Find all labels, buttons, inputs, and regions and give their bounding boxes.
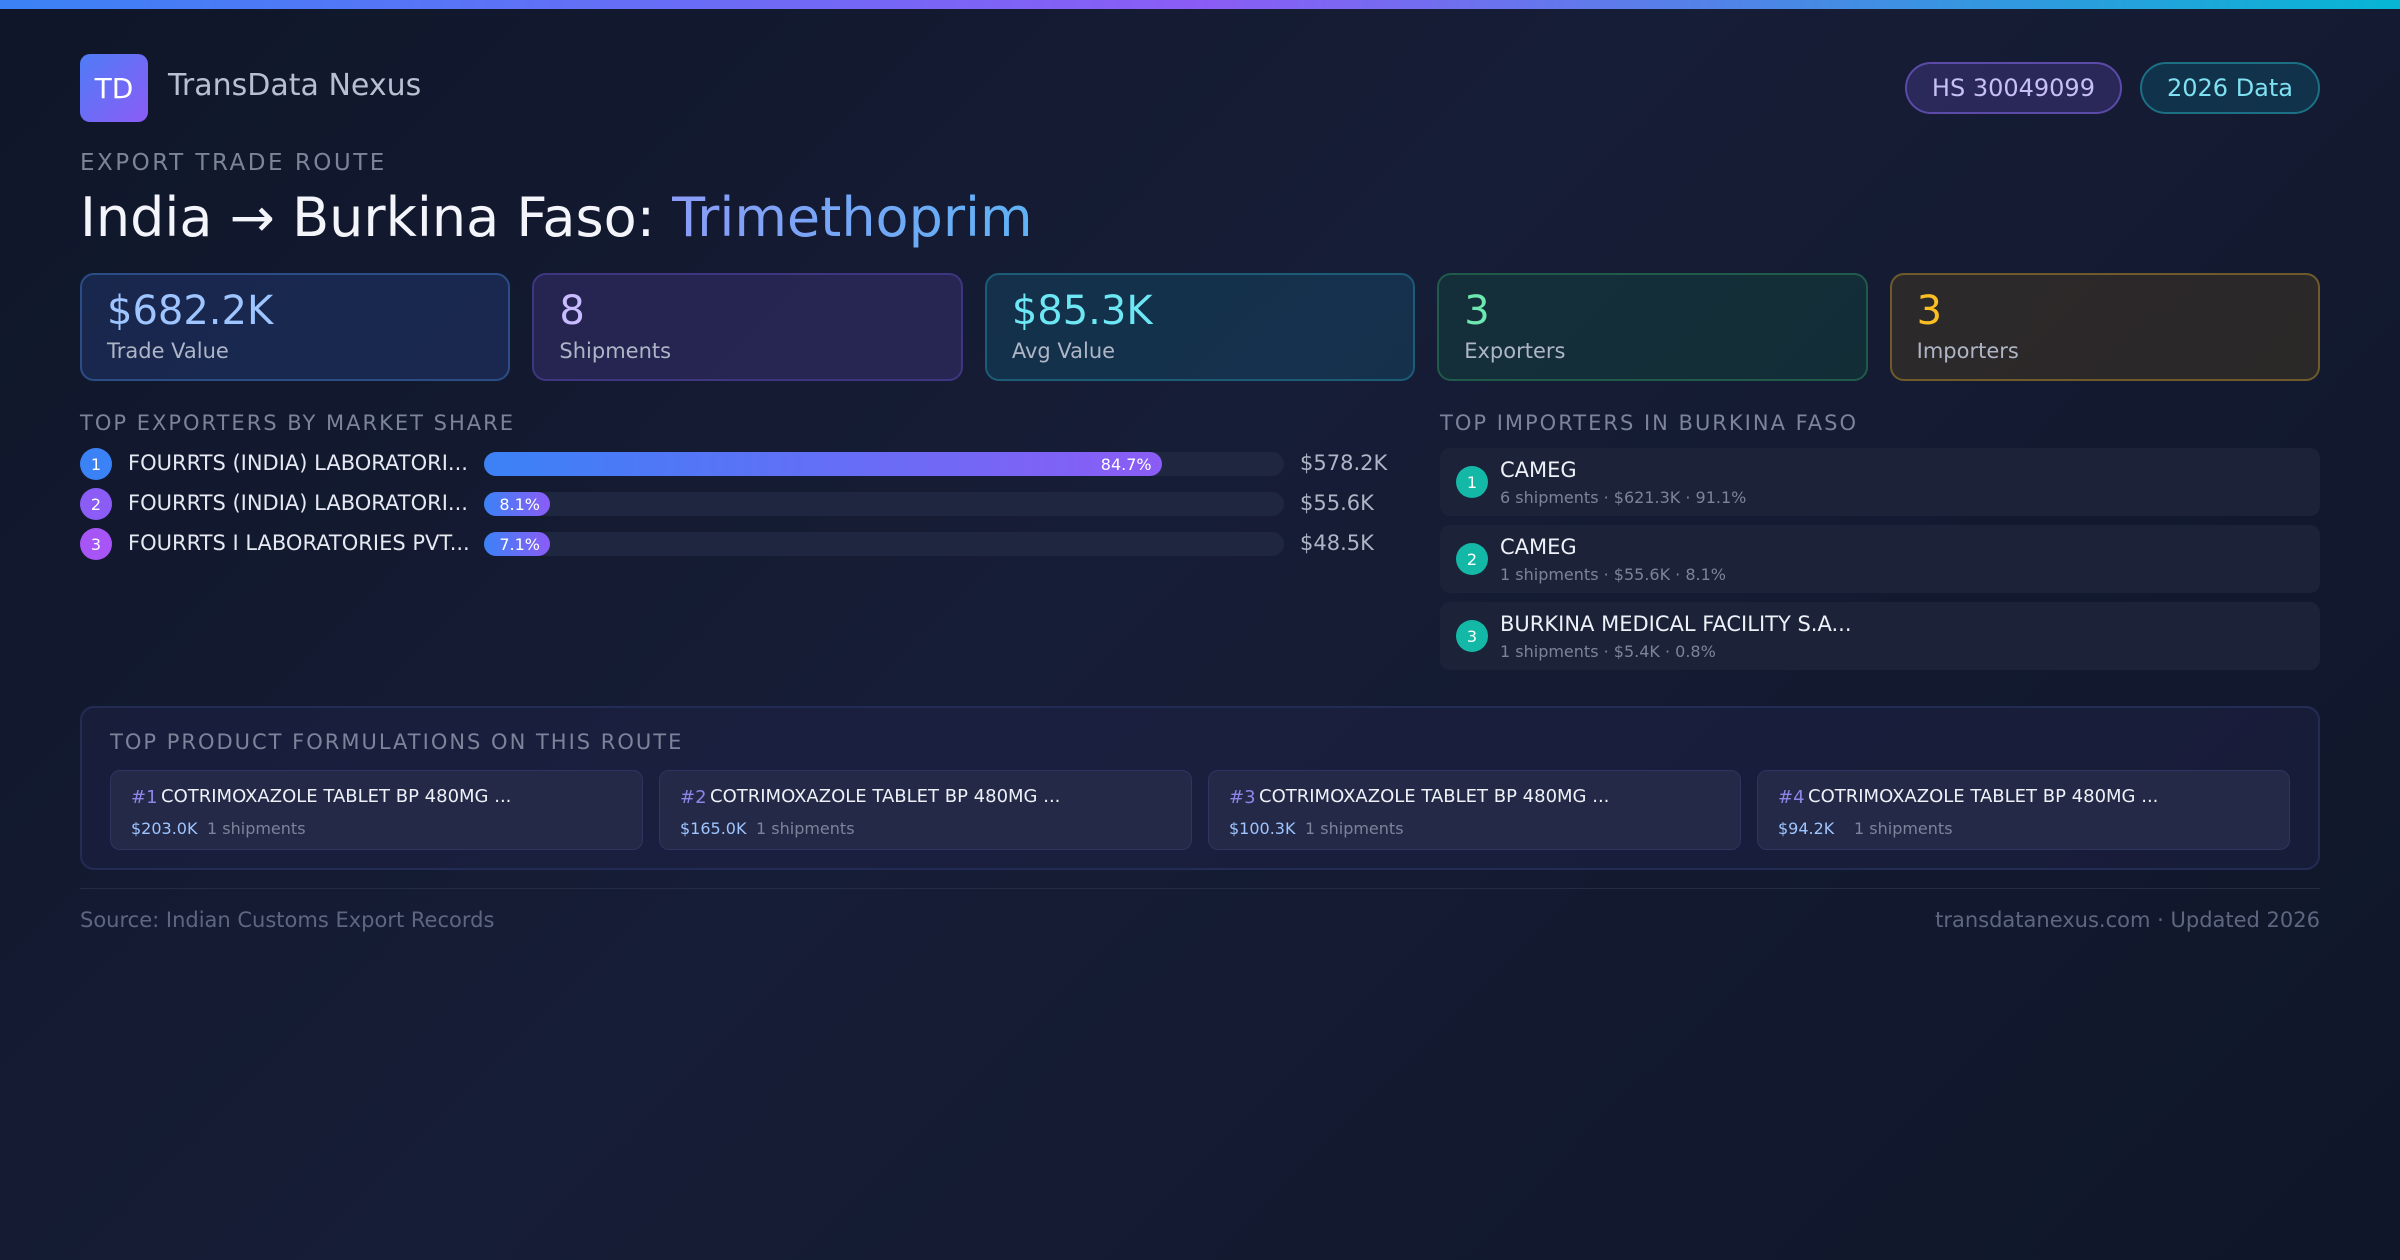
stat-value: $682.2K xyxy=(107,288,274,334)
rank-badge: 1 xyxy=(1456,466,1488,498)
exporter-value: $48.5K xyxy=(1300,531,1374,555)
formulation-shipments: 1 shipments xyxy=(1305,819,1404,838)
share-label: 8.1% xyxy=(499,494,540,514)
data-year-badge: 2026 Data xyxy=(2139,62,2320,114)
importer-name: CAMEG xyxy=(1500,458,1577,482)
title-product: Trimethoprim xyxy=(672,186,1033,249)
stat-label: Exporters xyxy=(1464,339,1566,363)
stat-value: 3 xyxy=(1916,288,1943,334)
exporter-row[interactable]: 3 FOURRTS I LABORATORIES PVT... 7.1% $48… xyxy=(80,528,1380,560)
stat-card-trade-value: $682.2K Trade Value xyxy=(80,273,511,381)
formulation-name: COTRIMOXAZOLE TABLET BP 480MG ... xyxy=(161,786,512,807)
formulations-section-title: TOP PRODUCT FORMULATIONS ON THIS ROUTE xyxy=(110,730,684,754)
stat-label: Trade Value xyxy=(107,339,229,363)
top-accent-bar xyxy=(0,0,2400,9)
importer-card[interactable]: 1 CAMEG 6 shipments · $621.3K · 91.1% xyxy=(1440,448,2320,516)
formulation-rank: #3 xyxy=(1229,787,1256,808)
formulation-card[interactable]: #4 COTRIMOXAZOLE TABLET BP 480MG ... $94… xyxy=(1757,770,2290,850)
stat-card-importers: 3 Importers xyxy=(1889,273,2321,381)
page-title: India → Burkina Faso: Trimethoprim xyxy=(80,186,1033,249)
formulation-value: $94.2K xyxy=(1778,819,1835,838)
formulation-rank: #2 xyxy=(680,787,707,808)
stat-value: 8 xyxy=(559,288,585,334)
footer-source: Source: Indian Customs Export Records xyxy=(80,908,495,932)
formulation-shipments: 1 shipments xyxy=(756,819,855,838)
share-bar-track: 8.1% xyxy=(484,492,1284,516)
importer-meta: 1 shipments · $55.6K · 8.1% xyxy=(1500,565,1726,584)
importer-name: CAMEG xyxy=(1500,535,1577,559)
share-label: 84.7% xyxy=(1100,454,1152,474)
formulation-shipments: 1 shipments xyxy=(1854,819,1953,838)
stat-card-exporters: 3 Exporters xyxy=(1437,273,1868,381)
exporters-section-title: TOP EXPORTERS BY MARKET SHARE xyxy=(80,411,516,435)
exporter-name: FOURRTS I LABORATORIES PVT... xyxy=(128,531,470,555)
share-bar-fill: 84.7% xyxy=(484,452,1162,476)
stat-card-avg-value: $85.3K Avg Value xyxy=(984,273,1416,381)
share-bar-fill: 7.1% xyxy=(484,532,550,556)
stat-value: $85.3K xyxy=(1011,288,1153,334)
rank-badge: 3 xyxy=(1456,620,1488,652)
stat-label: Importers xyxy=(1916,339,2019,363)
formulation-rank: #1 xyxy=(131,787,158,808)
stat-card-shipments: 8 Shipments xyxy=(532,273,963,381)
stat-label: Avg Value xyxy=(1011,339,1116,363)
share-label: 7.1% xyxy=(499,534,540,554)
importer-card[interactable]: 2 CAMEG 1 shipments · $55.6K · 8.1% xyxy=(1440,525,2320,593)
rank-badge: 1 xyxy=(80,448,112,480)
importer-card[interactable]: 3 BURKINA MEDICAL FACILITY S.A... 1 ship… xyxy=(1440,602,2320,670)
hs-code-badge: HS 30049099 xyxy=(1904,62,2122,114)
exporter-name: FOURRTS (INDIA) LABORATORI... xyxy=(128,451,468,475)
formulation-card[interactable]: #3 COTRIMOXAZOLE TABLET BP 480MG ... $10… xyxy=(1208,770,1741,850)
formulation-name: COTRIMOXAZOLE TABLET BP 480MG ... xyxy=(710,786,1061,807)
formulation-value: $100.3K xyxy=(1229,819,1296,838)
rank-badge: 2 xyxy=(1456,543,1488,575)
stat-value: 3 xyxy=(1464,288,1490,334)
formulation-shipments: 1 shipments xyxy=(207,819,306,838)
logo[interactable]: TD xyxy=(80,54,148,122)
footer-divider xyxy=(80,888,2320,889)
formulation-value: $165.0K xyxy=(680,819,747,838)
rank-badge: 2 xyxy=(80,488,112,520)
route-eyebrow: EXPORT TRADE ROUTE xyxy=(80,150,387,176)
exporter-row[interactable]: 2 FOURRTS (INDIA) LABORATORI... 8.1% $55… xyxy=(80,488,1380,520)
importers-section-title: TOP IMPORTERS IN BURKINA FASO xyxy=(1440,411,1858,435)
exporter-value: $55.6K xyxy=(1300,491,1374,515)
formulation-name: COTRIMOXAZOLE TABLET BP 480MG ... xyxy=(1259,786,1610,807)
exporter-name: FOURRTS (INDIA) LABORATORI... xyxy=(128,491,468,515)
stats-row: $682.2K Trade Value 8 Shipments $85.3K A… xyxy=(80,273,2321,381)
importer-meta: 6 shipments · $621.3K · 91.1% xyxy=(1500,488,1747,507)
exporter-row[interactable]: 1 FOURRTS (INDIA) LABORATORI... 84.7% $5… xyxy=(80,448,1387,480)
formulation-card[interactable]: #2 COTRIMOXAZOLE TABLET BP 480MG ... $16… xyxy=(659,770,1192,850)
share-bar-fill: 8.1% xyxy=(484,492,550,516)
header: TD TransData Nexus HS 30049099 2026 Data xyxy=(80,54,2320,122)
rank-badge: 3 xyxy=(80,528,112,560)
formulation-rank: #4 xyxy=(1778,787,1805,808)
exporter-value: $578.2K xyxy=(1300,451,1388,475)
formulation-value: $203.0K xyxy=(131,819,198,838)
importer-name: BURKINA MEDICAL FACILITY S.A... xyxy=(1500,612,1852,636)
title-route: India → Burkina Faso: xyxy=(80,186,655,249)
importer-meta: 1 shipments · $5.4K · 0.8% xyxy=(1500,642,1716,661)
formulation-name: COTRIMOXAZOLE TABLET BP 480MG ... xyxy=(1808,786,2159,807)
share-bar-track: 7.1% xyxy=(484,532,1284,556)
badge-group: HS 30049099 2026 Data xyxy=(1904,62,2320,114)
formulations-panel: TOP PRODUCT FORMULATIONS ON THIS ROUTE #… xyxy=(80,706,2320,870)
share-bar-track: 84.7% xyxy=(484,452,1284,476)
formulation-card[interactable]: #1 COTRIMOXAZOLE TABLET BP 480MG ... $20… xyxy=(110,770,643,850)
brand-name[interactable]: TransData Nexus xyxy=(168,68,422,103)
formulation-cards: #1 COTRIMOXAZOLE TABLET BP 480MG ... $20… xyxy=(110,770,2290,850)
footer-site[interactable]: transdatanexus.com · Updated 2026 xyxy=(1935,908,2320,932)
stat-label: Shipments xyxy=(559,339,672,363)
